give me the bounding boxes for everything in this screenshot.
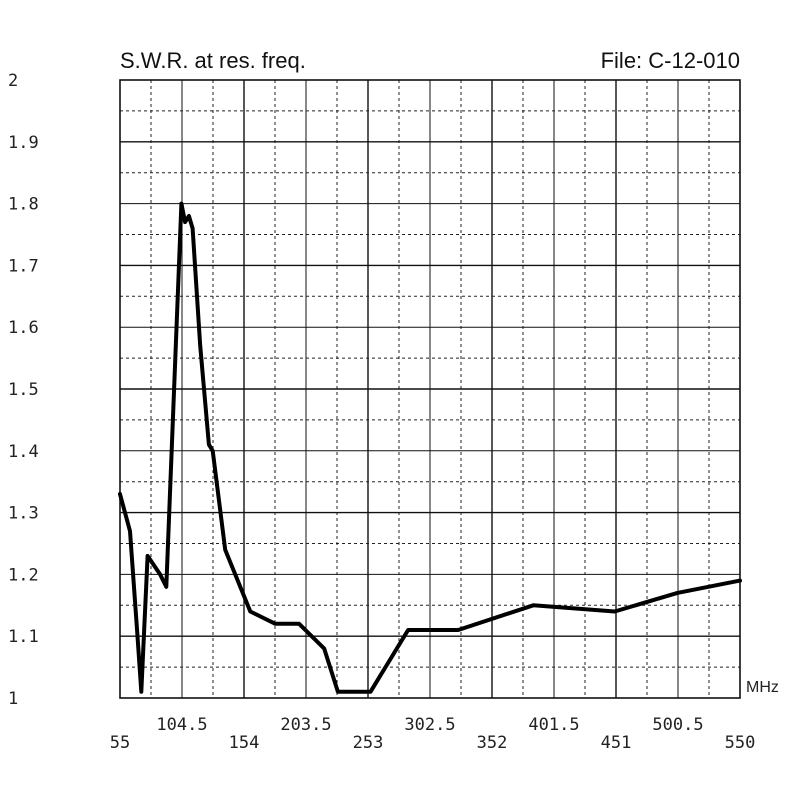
y-tick-label: 1.2: [8, 565, 39, 585]
grid: [120, 80, 740, 698]
series: [118, 201, 742, 694]
x-tick-label: 352: [477, 733, 508, 753]
y-tick-label: 2: [8, 71, 18, 91]
y-tick-label: 1.4: [8, 442, 39, 462]
x-tick-label: 550: [725, 733, 756, 753]
y-tick-label: 1.9: [8, 133, 39, 153]
y-tick-label: 1.3: [8, 504, 39, 524]
y-tick-label: 1.1: [8, 627, 39, 647]
x-tick-label: 253: [353, 733, 384, 753]
swr-series-line: [118, 201, 742, 694]
y-tick-label: 1.8: [8, 195, 39, 215]
x-tick-label: 154: [229, 733, 260, 753]
x-tick-label: 500.5: [652, 715, 703, 735]
x-tick-label: 401.5: [528, 715, 579, 735]
y-tick-labels: 2 1.9 1.8 1.7 1.6 1.5 1.4 1.3 1.2 1.1 1: [8, 71, 39, 709]
x-tick-label: 104.5: [156, 715, 207, 735]
x-tick-label: 451: [601, 733, 632, 753]
x-tick-label: 55: [110, 733, 130, 753]
x-unit-label: MHz: [746, 679, 779, 696]
x-tick-label: 203.5: [280, 715, 331, 735]
chart-title: S.W.R. at res. freq.: [120, 48, 306, 73]
x-tick-label: 302.5: [404, 715, 455, 735]
y-tick-label: 1: [8, 689, 18, 709]
y-tick-label: 1.6: [8, 318, 39, 338]
x-tick-labels: 104.5 203.5 302.5 401.5 500.5 55 154 253 352 451 5…: [110, 715, 756, 753]
y-tick-label: 1.7: [8, 256, 39, 276]
file-label: File: C-12-010: [601, 48, 740, 73]
y-tick-label: 1.5: [8, 380, 39, 400]
plot-frame: [119, 79, 741, 699]
